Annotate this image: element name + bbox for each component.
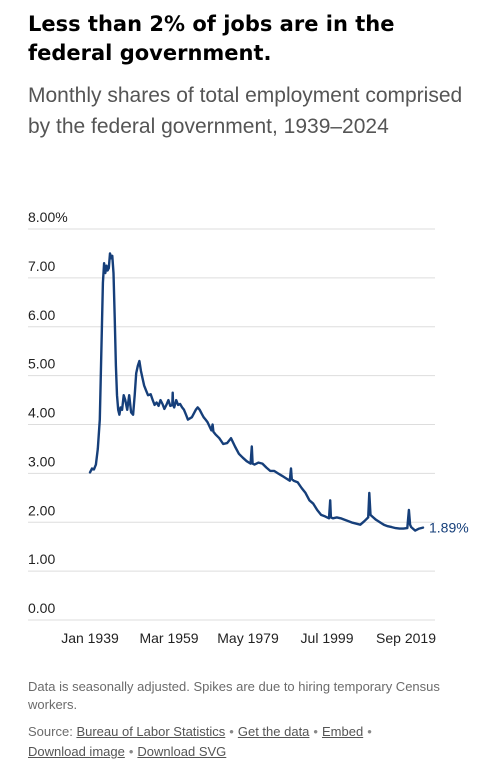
y-tick-label: 5.00 bbox=[28, 356, 55, 372]
y-tick-label: 4.00 bbox=[28, 405, 55, 421]
download-image-link[interactable]: Download image bbox=[28, 744, 125, 759]
y-tick-label: 8.00% bbox=[28, 209, 68, 225]
separator-dot: • bbox=[229, 724, 234, 739]
separator-dot: • bbox=[128, 744, 134, 759]
chart-note: Data is seasonally adjusted. Spikes are … bbox=[28, 679, 440, 712]
download-svg-link[interactable]: Download SVG bbox=[137, 744, 227, 759]
y-tick-label: 6.00 bbox=[28, 307, 55, 323]
separator-dot: • bbox=[367, 724, 372, 739]
y-tick-label: 3.00 bbox=[28, 453, 55, 469]
embed-link[interactable]: Embed bbox=[321, 724, 364, 739]
x-tick-label: May 1979 bbox=[217, 630, 279, 646]
x-tick-label: Mar 1959 bbox=[139, 630, 198, 646]
series-line bbox=[88, 252, 425, 532]
chart-subtitle: Monthly shares of total employment compr… bbox=[28, 84, 463, 138]
y-tick-label: 0.00 bbox=[28, 600, 55, 616]
source-prefix: Source: bbox=[28, 724, 73, 739]
chart-title: Less than 2% of jobs are in the federal … bbox=[28, 12, 395, 65]
y-tick-label: 7.00 bbox=[28, 258, 55, 274]
x-tick-label: Jan 1939 bbox=[61, 630, 119, 646]
line-chart: 0.00 1.00 2.00 3.00 4.00 5.00 6.00 7.00 8.00% Jan… bbox=[28, 209, 469, 646]
separator-dot: • bbox=[313, 724, 318, 739]
x-tick-label: Sep 2019 bbox=[376, 630, 436, 646]
y-tick-label: 1.00 bbox=[28, 551, 55, 567]
end-value-label: 1.89% bbox=[429, 520, 469, 536]
y-tick-label: 2.00 bbox=[28, 502, 55, 518]
get-data-link[interactable]: Get the data bbox=[237, 724, 310, 739]
chart-footer: Source: Bureau of Labor Statistics • Get t… bbox=[28, 722, 478, 762]
x-tick-label: Jul 1999 bbox=[301, 630, 354, 646]
source-link[interactable]: Bureau of Labor Statistics bbox=[76, 724, 226, 739]
